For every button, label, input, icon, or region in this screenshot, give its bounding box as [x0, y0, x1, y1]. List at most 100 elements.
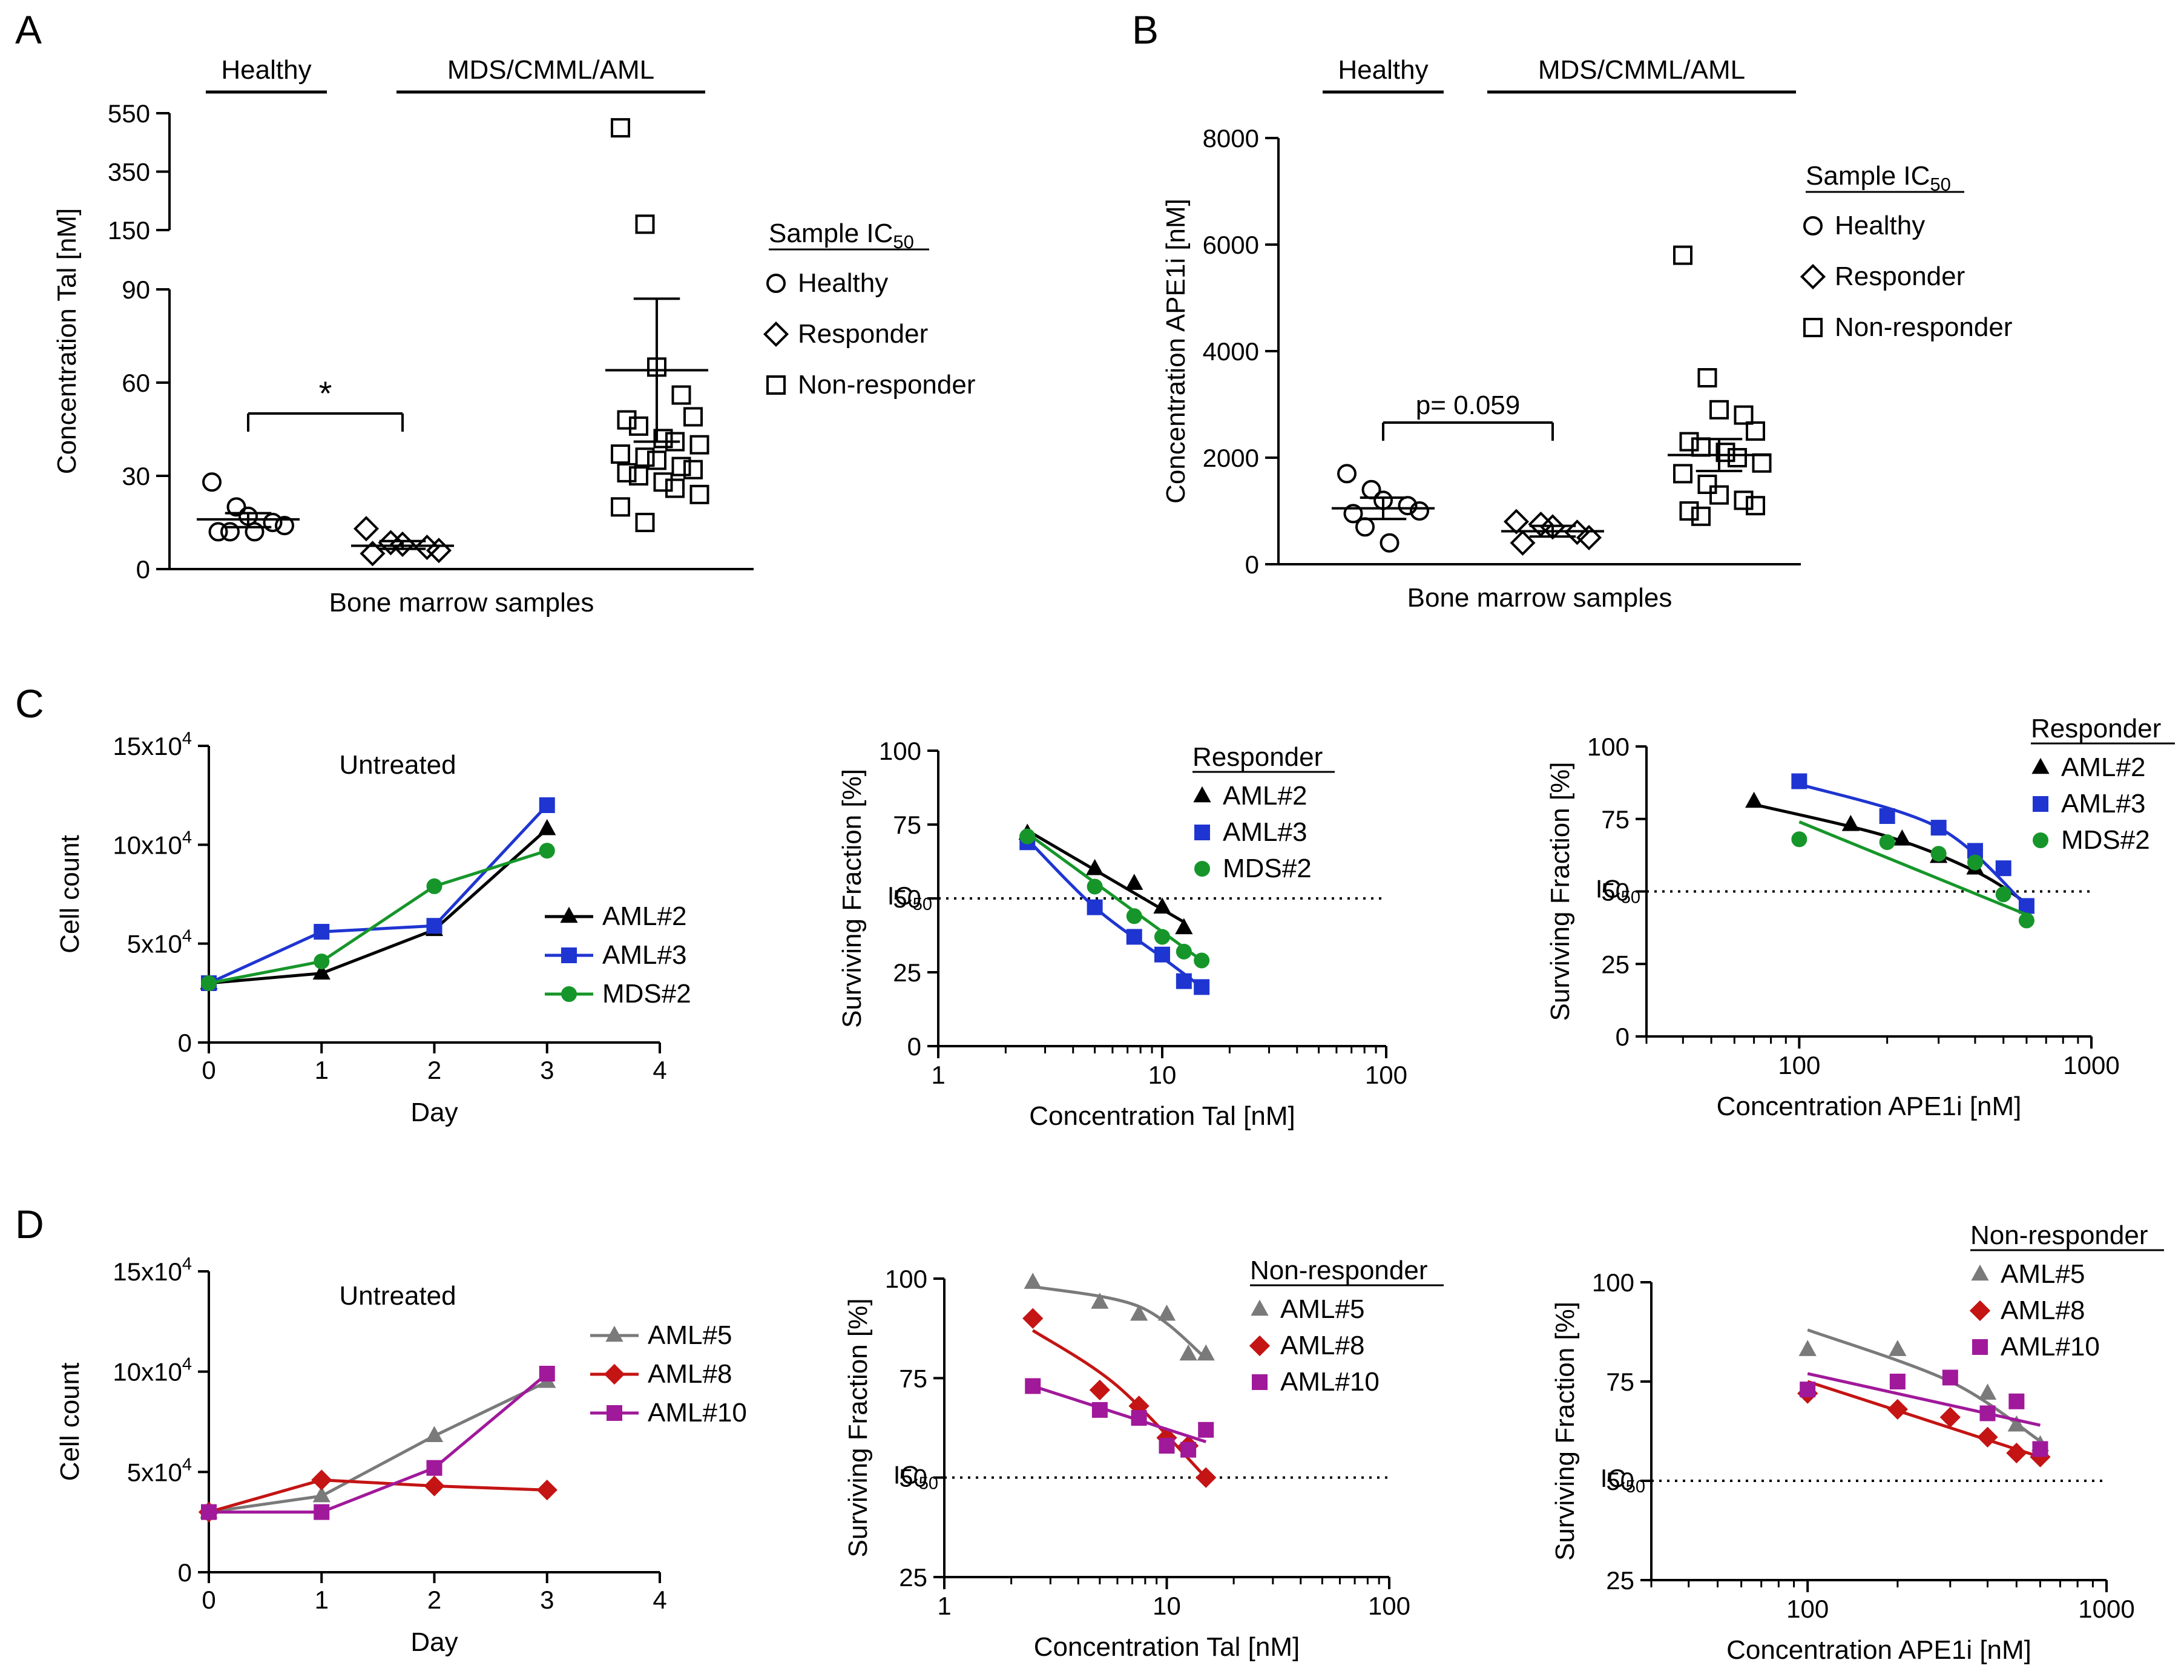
fit-curve [1807, 1372, 2041, 1427]
legend-entry: Non-responder [1835, 312, 2013, 342]
x-tick-label: 1 [937, 1592, 951, 1620]
circle-point [1398, 496, 1418, 516]
group-header-healthy: Healthy [221, 55, 311, 85]
square-legend-marker [766, 375, 786, 395]
square-point [647, 450, 666, 470]
ic50-label: IC50 [887, 881, 932, 914]
legend-entry: Healthy [1835, 211, 1925, 240]
square-legend-marker [1803, 318, 1823, 337]
group-responder [1501, 509, 1604, 556]
square-point [1159, 1438, 1175, 1454]
diamond-point [1576, 524, 1602, 551]
group-healthy [1332, 464, 1435, 553]
triangle-legend-marker [1251, 1299, 1269, 1316]
circle-point [1337, 464, 1357, 484]
circle-point [275, 516, 294, 536]
legend-entry: Responder [1835, 262, 1965, 291]
x-axis-label: Concentration Tal [nM] [1029, 1101, 1295, 1131]
group-header-healthy: Healthy [1338, 55, 1428, 85]
series-mds-2 [201, 843, 555, 991]
significance-label: p= 0.059 [1416, 390, 1521, 420]
square-point [635, 447, 655, 467]
circle-point [314, 954, 330, 970]
square-point [611, 444, 630, 464]
legend-entry: AML#3 [2061, 789, 2145, 819]
triangle-point [1125, 874, 1143, 890]
y-tick-label: 25 [899, 1563, 927, 1592]
legend: Responder AML#2 AML#3 MDS#2 [1192, 742, 1335, 883]
series-aml-8 [1797, 1380, 2051, 1468]
series-line [208, 1478, 547, 1514]
series-aml-10 [201, 1365, 555, 1520]
triangle-point [1130, 1304, 1148, 1321]
legend-title: Responder [1192, 742, 1323, 772]
legend: Non-responder AML#5 AML#8 AML#10 [1249, 1256, 1444, 1397]
square-point [1930, 820, 1947, 836]
triangle-point [1197, 1344, 1215, 1361]
square-point [1734, 490, 1754, 510]
diamond-point [1503, 509, 1530, 535]
circle-point [1967, 854, 1983, 871]
x-tick-label: 1 [315, 1586, 329, 1614]
y-tick-label: 0 [907, 1032, 921, 1061]
legend-entry: AML#5 [648, 1320, 732, 1350]
y-tick-label: 550 [108, 99, 150, 128]
series-aml-10 [1800, 1369, 2048, 1457]
square-point [611, 497, 630, 517]
legend: Sample IC50 Healthy Responder Non-responder [1800, 161, 2013, 342]
circle-point [1930, 846, 1947, 862]
legend-entry: MDS#2 [602, 979, 691, 1009]
triangle-legend-marker [2031, 757, 2050, 774]
y-tick-label: 8000 [1203, 124, 1259, 153]
series-aml-10 [1025, 1378, 1214, 1458]
x-tick-label: 100 [1786, 1595, 1829, 1623]
x-tick-label: 0 [202, 1586, 215, 1614]
y-tick-label: 75 [1601, 805, 1630, 834]
square-point [1800, 1382, 1816, 1398]
legend: Sample IC50 Healthy Responder Non-responder [763, 219, 976, 400]
y-tick-label: 150 [108, 216, 150, 245]
triangle-point [1798, 1340, 1817, 1356]
diamond-legend-marker [763, 321, 789, 348]
fit-curve [1026, 838, 1203, 989]
square-point [635, 513, 655, 532]
y-tick-label: 4000 [1203, 337, 1259, 366]
triangle-point [312, 963, 331, 980]
legend-title: Sample IC50 [769, 219, 914, 252]
x-tick-label: 4 [653, 1586, 666, 1614]
x-tick-label: 100 [1778, 1051, 1820, 1079]
group-header-disease: MDS/CMML/AML [1538, 55, 1745, 85]
triangle-point [1091, 1293, 1109, 1309]
triangle-legend-marker [1193, 786, 1211, 803]
x-tick-label: 100 [1368, 1592, 1410, 1620]
square-point [1746, 421, 1765, 441]
circle-point [1176, 943, 1192, 960]
x-tick-label: 10 [1148, 1061, 1177, 1089]
square-point [1791, 773, 1807, 789]
series-aml-3 [1791, 773, 2034, 914]
series-line [208, 849, 548, 985]
legend-entry: AML#5 [2001, 1259, 2085, 1289]
legend-entry: AML#10 [1280, 1367, 1380, 1397]
legend-entry: AML#10 [648, 1398, 747, 1428]
legend-entry: Responder [798, 319, 928, 349]
triangle-point [1175, 918, 1193, 935]
circle-point [539, 843, 555, 859]
y-tick-label: 10x104 [113, 1355, 192, 1386]
square-point [1126, 929, 1142, 945]
square-point [314, 1504, 330, 1520]
y-tick-label: 75 [893, 811, 921, 839]
circle-point [1879, 834, 1895, 851]
diamond-legend-marker [604, 1363, 625, 1385]
diamond-point [1089, 1379, 1110, 1401]
circle-point [1995, 886, 2011, 903]
y-tick-label: 15x104 [113, 1254, 192, 1286]
series-aml-8 [1022, 1308, 1217, 1488]
y-tick-label: 0 [178, 1029, 192, 1057]
square-point [653, 429, 673, 449]
y-tick-label: 75 [899, 1364, 927, 1392]
x-tick-label: 3 [540, 1586, 554, 1614]
square-point [1154, 946, 1170, 963]
square-point [653, 472, 673, 492]
square-legend-marker [607, 1405, 622, 1421]
